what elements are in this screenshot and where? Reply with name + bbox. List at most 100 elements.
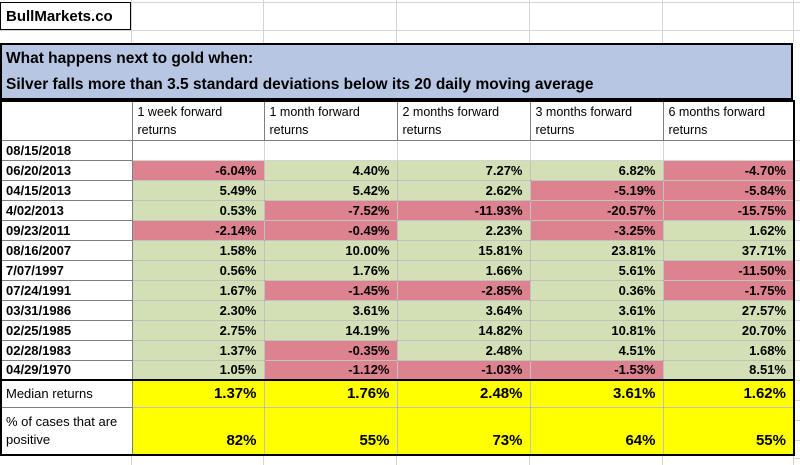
- summary-value-cell: 1.76%: [263, 379, 398, 408]
- summary-value-cell: 3.61%: [529, 379, 664, 408]
- return-cell: 0.56%: [131, 259, 265, 281]
- date-cell: 03/31/1986: [0, 299, 133, 321]
- return-cell: 23.81%: [529, 239, 664, 261]
- date-cell: 02/25/1985: [0, 319, 133, 341]
- table-row: 4/02/2013 0.53% -7.52% -11.93% -20.57% -15.75…: [0, 199, 795, 221]
- gridline: [263, 455, 264, 465]
- return-cell: -7.52%: [263, 199, 398, 221]
- return-cell: [131, 139, 265, 161]
- column-header: 3 months forward returns: [529, 100, 664, 141]
- table-row: 07/24/1991 1.67% -1.45% -2.85% 0.36% -1.75%: [0, 279, 795, 301]
- return-cell: -15.75%: [662, 199, 795, 221]
- gridline: [793, 160, 800, 161]
- title-banner: What happens next to gold when: Silver f…: [0, 43, 793, 100]
- return-cell: 0.36%: [529, 279, 664, 301]
- gridline: [793, 420, 800, 421]
- table-row: 02/28/1983 1.37% -0.35% 2.48% 4.51% 1.68%: [0, 339, 795, 361]
- return-cell: [263, 139, 398, 161]
- return-cell: 1.76%: [263, 259, 398, 281]
- gridline: [662, 0, 663, 43]
- gridline: [793, 380, 800, 381]
- return-cell: 0.53%: [131, 199, 265, 221]
- return-cell: 1.68%: [662, 339, 795, 361]
- return-cell: -1.45%: [263, 279, 398, 301]
- table-row: 03/31/1986 2.30% 3.61% 3.64% 3.61% 27.57%: [0, 299, 795, 321]
- return-cell: -1.12%: [263, 359, 398, 381]
- return-cell: 37.71%: [662, 239, 795, 261]
- summary-value-cell: 1.62%: [662, 379, 795, 408]
- gridline: [793, 200, 800, 201]
- date-cell: 4/02/2013: [0, 199, 133, 221]
- return-cell: 3.61%: [529, 299, 664, 321]
- gridline: [793, 0, 794, 43]
- return-cell: [529, 139, 664, 161]
- return-cell: 3.61%: [263, 299, 398, 321]
- return-cell: 6.82%: [529, 159, 664, 181]
- summary-label: Median returns: [0, 379, 133, 408]
- return-cell: -4.70%: [662, 159, 795, 181]
- column-header: 1 month forward returns: [263, 100, 398, 141]
- gridline: [793, 260, 800, 261]
- return-cell: -3.25%: [529, 219, 664, 241]
- return-cell: 2.62%: [396, 179, 531, 201]
- date-cell: 08/16/2007: [0, 239, 133, 261]
- table-row: 08/16/2007 1.58% 10.00% 15.81% 23.81% 37.71%: [0, 239, 795, 261]
- column-header: 2 months forward returns: [396, 100, 531, 141]
- gridline: [793, 440, 800, 441]
- return-cell: 1.37%: [131, 339, 265, 361]
- return-cell: -2.85%: [396, 279, 531, 301]
- table-row: 08/15/2018: [0, 139, 795, 161]
- date-cell: 04/15/2013: [0, 179, 133, 201]
- date-cell: 08/15/2018: [0, 139, 133, 161]
- gridline: [793, 220, 800, 221]
- gridline: [793, 360, 800, 361]
- gridline: [131, 455, 132, 465]
- return-cell: 1.58%: [131, 239, 265, 261]
- return-cell: -11.93%: [396, 199, 531, 221]
- return-cell: 7.27%: [396, 159, 531, 181]
- gridline: [263, 0, 264, 43]
- return-cell: 15.81%: [396, 239, 531, 261]
- return-cell: -5.19%: [529, 179, 664, 201]
- table-row: 02/25/1985 2.75% 14.19% 14.82% 10.81% 20.70%: [0, 319, 795, 341]
- gridline: [793, 140, 800, 141]
- summary-value-cell: 73%: [396, 406, 531, 456]
- summary-value-cell: 1.37%: [131, 379, 265, 408]
- return-cell: 1.05%: [131, 359, 265, 381]
- gridline: [793, 455, 794, 465]
- summary-value-cell: 2.48%: [396, 379, 531, 408]
- returns-table: 1 week forward returns 1 month forward re…: [0, 100, 795, 456]
- summary-value-cell: 55%: [263, 406, 398, 456]
- column-header: 6 months forward returns: [662, 100, 795, 141]
- gridline: [529, 455, 530, 465]
- date-cell: 06/20/2013: [0, 159, 133, 181]
- return-cell: -1.53%: [529, 359, 664, 381]
- gridline: [793, 300, 800, 301]
- table-row: 7/07/1997 0.56% 1.76% 1.66% 5.61% -11.50%: [0, 259, 795, 281]
- column-header: 1 week forward returns: [131, 100, 265, 141]
- table-row: 06/20/2013 -6.04% 4.40% 7.27% 6.82% -4.70%: [0, 159, 795, 181]
- brand-cell: BullMarkets.co: [0, 2, 131, 30]
- return-cell: 5.42%: [263, 179, 398, 201]
- return-cell: 1.66%: [396, 259, 531, 281]
- return-cell: 2.48%: [396, 339, 531, 361]
- return-cell: 2.75%: [131, 319, 265, 341]
- return-cell: 1.62%: [662, 219, 795, 241]
- return-cell: 3.64%: [396, 299, 531, 321]
- gridline: [0, 2, 800, 3]
- title-line-1: What happens next to gold when:: [6, 50, 254, 67]
- median-row: Median returns 1.37% 1.76% 2.48% 3.61% 1.62%: [0, 379, 795, 408]
- summary-value-cell: 64%: [529, 406, 664, 456]
- gridline: [131, 0, 132, 43]
- return-cell: [662, 139, 795, 161]
- table-body: 08/15/2018 06/20/2013 -6.04% 4.40% 7.27% 6.82…: [0, 139, 795, 456]
- title-line-2: Silver falls more than 3.5 standard devi…: [6, 76, 594, 93]
- brand-text: BullMarkets.co: [6, 7, 113, 25]
- return-cell: [396, 139, 531, 161]
- return-cell: 8.51%: [662, 359, 795, 381]
- return-cell: -1.75%: [662, 279, 795, 301]
- return-cell: 14.82%: [396, 319, 531, 341]
- gridline: [662, 455, 663, 465]
- summary-value-cell: 55%: [662, 406, 795, 456]
